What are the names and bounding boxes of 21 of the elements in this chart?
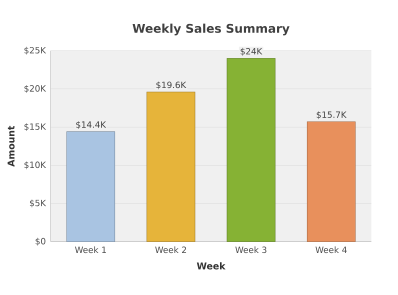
x-tick-label: Week 4 xyxy=(316,246,347,254)
chart-title: Weekly Sales Summary xyxy=(132,24,290,36)
x-tick-label: Week 2 xyxy=(155,246,186,254)
y-tick-label: $20K xyxy=(24,84,46,93)
x-axis-title: Week xyxy=(196,262,226,270)
data-label: $19.6K xyxy=(156,81,186,90)
data-label: $24K xyxy=(240,48,262,56)
y-tick-label: $10K xyxy=(24,161,46,170)
y-tick-label: $5K xyxy=(30,200,46,208)
y-axis-title: Amount xyxy=(8,126,15,167)
bar xyxy=(306,121,356,242)
data-label: $14.4K xyxy=(76,121,106,130)
y-tick-label: $15K xyxy=(24,123,46,132)
data-label: $15.7K xyxy=(316,111,347,120)
y-tick-label: $25K xyxy=(24,46,46,55)
y-tick-label: $0 xyxy=(36,238,46,246)
x-tick-label: Week 1 xyxy=(75,246,106,254)
bar xyxy=(66,131,116,242)
bar xyxy=(146,92,196,242)
bar xyxy=(226,58,276,242)
x-tick-label: Week 3 xyxy=(235,246,266,254)
